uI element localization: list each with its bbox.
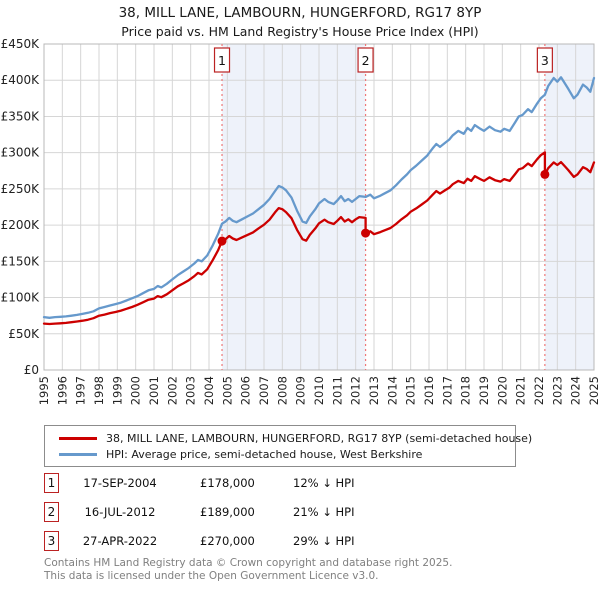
year-tick-label: 2004	[202, 376, 216, 405]
plot-border	[43, 43, 595, 371]
price-paid-line	[42, 151, 596, 326]
year-tick-label: 2007	[257, 376, 271, 405]
y-tick-label: £450K	[1, 37, 41, 51]
y-tick-label: £250K	[1, 182, 41, 196]
y-tick-label: £300K	[1, 146, 41, 160]
transaction-hpi-delta: 12% ↓ HPI	[293, 476, 355, 490]
price-chart: 1 2 3 £0 £50K £100K £150K £200K £250K £300K £350K £…	[1, 37, 600, 405]
transaction-row: 1 17-SEP-2004 £178,000 12% ↓ HPI	[44, 473, 600, 493]
sale-number-label: 2	[362, 53, 370, 68]
y-tick-label: £100K	[1, 291, 41, 305]
y-tick-label: £0	[24, 363, 39, 377]
year-tick-label: 2010	[312, 376, 326, 405]
page-title: 38, MILL LANE, LAMBOURN, HUNGERFORD, RG1…	[118, 5, 482, 21]
transaction-number-badge: 2	[44, 502, 59, 522]
year-tick-label: 2001	[147, 376, 161, 405]
footer-line-2: This data is licensed under the Open Gov…	[44, 570, 379, 582]
hpi-line	[42, 76, 596, 319]
y-tick-label: £400K	[1, 73, 41, 87]
sale-dot	[540, 169, 550, 179]
year-tick-label: 1999	[110, 376, 124, 405]
year-tick-label: 2024	[569, 376, 583, 405]
transaction-date: 27-APR-2022	[82, 534, 158, 548]
sale-number-label: 1	[218, 53, 226, 68]
year-tick-label: 2022	[532, 376, 546, 405]
transaction-price: £270,000	[200, 534, 255, 548]
transaction-price: £189,000	[200, 505, 255, 519]
year-tick-label: 2020	[495, 376, 509, 405]
transaction-date: 16-JUL-2012	[84, 505, 156, 519]
year-tick-label: 1997	[74, 376, 88, 405]
year-tick-label: 2021	[514, 376, 528, 405]
ownership-band	[544, 44, 594, 370]
year-tick-label: 1998	[92, 376, 106, 405]
price-paid-line-swatch	[59, 436, 97, 440]
year-tick-label: 2000	[129, 376, 143, 405]
legend-label: 38, MILL LANE, LAMBOURN, HUNGERFORD, RG1…	[106, 431, 533, 445]
legend-label: HPI: Average price, semi-detached house,…	[106, 447, 423, 461]
transactions-table: 1 17-SEP-2004 £178,000 12% ↓ HPI 2 16-JU…	[44, 473, 600, 560]
y-tick-label: £350K	[1, 109, 41, 123]
year-tick-label: 2015	[404, 376, 418, 405]
hpi-line-swatch	[59, 452, 97, 456]
year-tick-label: 2023	[550, 376, 564, 405]
sale-number-box	[357, 47, 374, 73]
year-tick-label: 2009	[294, 376, 308, 405]
year-tick-label: 2002	[165, 376, 179, 405]
sale-number-label: 3	[541, 53, 549, 68]
year-tick-label: 2014	[385, 376, 399, 405]
y-tick-label: £50K	[8, 327, 40, 341]
year-tick-label: 2012	[349, 376, 363, 405]
y-tick-label: £200K	[1, 218, 41, 232]
sale-number-box	[536, 47, 553, 73]
transaction-row: 3 27-APR-2022 £270,000 29% ↓ HPI	[44, 531, 600, 551]
year-tick-label: 1996	[55, 376, 69, 405]
footer-line-1: Contains HM Land Registry data © Crown c…	[44, 557, 453, 569]
transaction-hpi-delta: 21% ↓ HPI	[293, 505, 355, 519]
year-tick-label: 2003	[184, 376, 198, 405]
year-tick-label: 1995	[37, 376, 51, 405]
year-tick-label: 2005	[220, 376, 234, 405]
transaction-price: £178,000	[200, 476, 255, 490]
transaction-row: 2 16-JUL-2012 £189,000 21% ↓ HPI	[44, 502, 600, 522]
year-tick-label: 2011	[330, 376, 344, 405]
transaction-date: 17-SEP-2004	[83, 476, 157, 490]
year-tick-label: 2019	[477, 376, 491, 405]
sale-dot	[361, 228, 371, 238]
legend-box: 38, MILL LANE, LAMBOURN, HUNGERFORD, RG1…	[44, 425, 532, 467]
year-tick-label: 2018	[459, 376, 473, 405]
legend-item-price-paid: 38, MILL LANE, LAMBOURN, HUNGERFORD, RG1…	[59, 430, 532, 446]
transaction-number-badge: 1	[44, 473, 59, 493]
year-tick-label: 2025	[587, 376, 600, 405]
legend-item-hpi: HPI: Average price, semi-detached house,…	[59, 446, 509, 462]
ownership-band	[222, 44, 366, 370]
year-tick-label: 2013	[367, 376, 381, 405]
sale-dot	[217, 236, 227, 246]
sale-number-box	[213, 47, 231, 73]
year-tick-label: 2016	[422, 376, 436, 405]
year-tick-label: 2017	[440, 376, 454, 405]
copyright-footer: Contains HM Land Registry data © Crown c…	[44, 557, 452, 583]
transaction-hpi-delta: 29% ↓ HPI	[293, 534, 355, 548]
year-tick-label: 2006	[239, 376, 253, 405]
year-tick-label: 2008	[275, 376, 289, 405]
y-tick-label: £150K	[1, 254, 41, 268]
page-subtitle: Price paid vs. HM Land Registry's House …	[121, 24, 479, 39]
transaction-number-badge: 3	[44, 531, 59, 551]
